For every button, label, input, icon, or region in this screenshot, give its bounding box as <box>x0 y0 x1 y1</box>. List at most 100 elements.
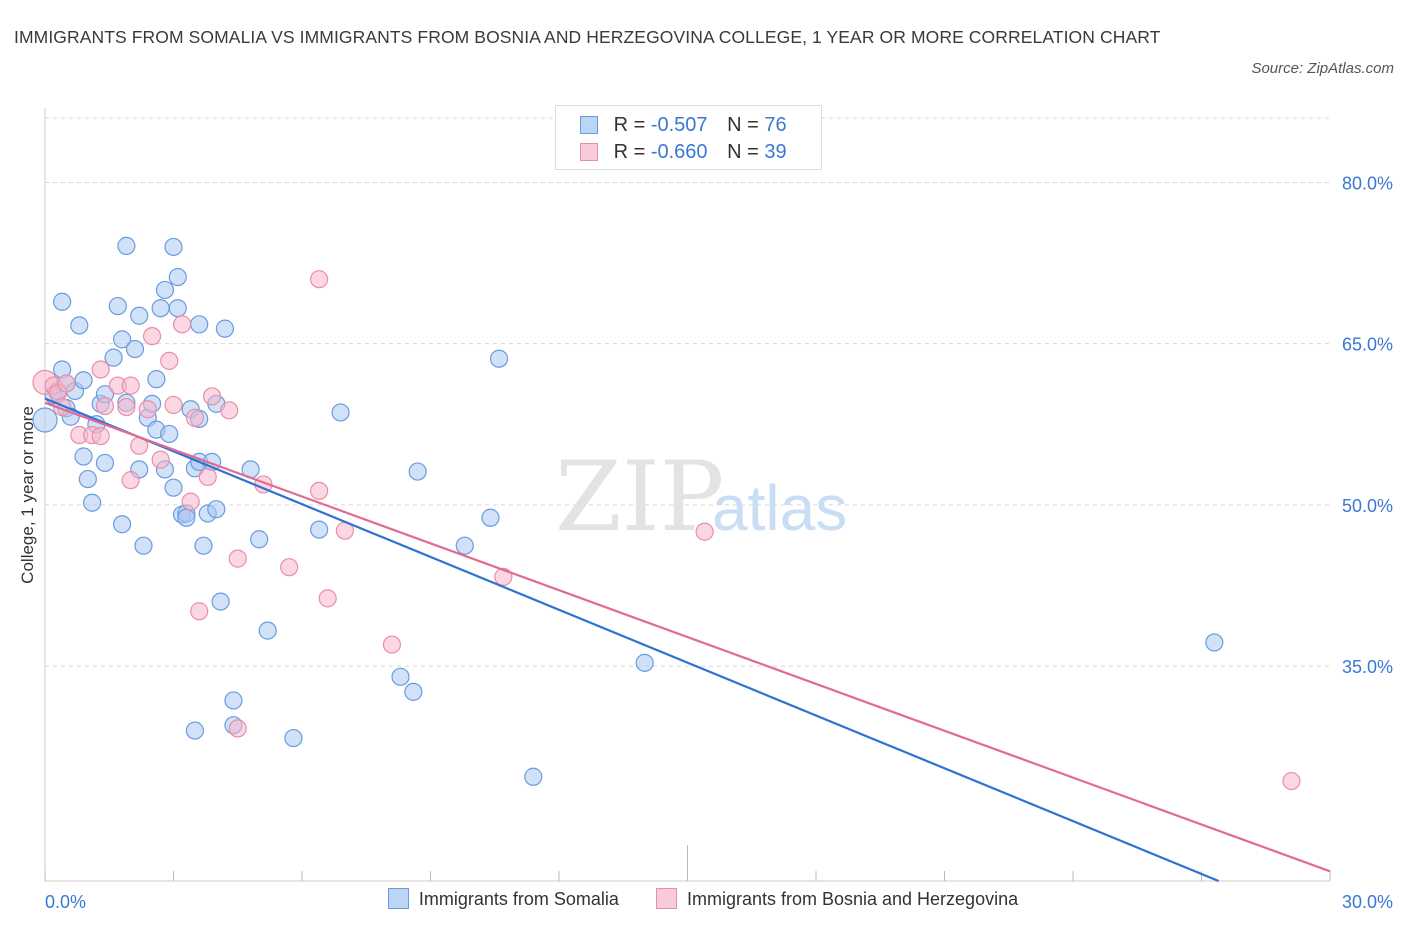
bosnia-point <box>181 492 200 511</box>
somalia-point <box>524 767 543 786</box>
somalia-point <box>207 500 226 519</box>
bosnia-point <box>172 315 192 334</box>
points-layer <box>32 236 1301 791</box>
bosnia-point <box>202 387 222 406</box>
bosnia-swatch <box>655 888 677 909</box>
legend-n-value: 39 <box>764 141 787 163</box>
watermark-atlas: atlas <box>712 472 847 544</box>
somalia-swatch <box>387 888 409 909</box>
somalia-point <box>108 296 127 316</box>
bosnia-point <box>382 635 402 654</box>
somalia-point <box>284 728 303 748</box>
somalia-trend-line <box>44 397 1220 883</box>
somalia-point <box>194 536 213 555</box>
bosnia-point <box>1282 771 1301 791</box>
somalia-point <box>78 469 97 489</box>
somalia-point <box>224 691 243 710</box>
somalia-point <box>83 493 102 512</box>
bosnia-point <box>190 602 209 621</box>
x-tick-label: 0.0% <box>45 892 86 912</box>
grid-layer <box>45 117 1330 667</box>
bosnia-point <box>91 360 110 379</box>
somalia-point <box>489 349 509 368</box>
legend-r-label: R = <box>613 141 651 163</box>
somalia-point <box>168 299 187 318</box>
bosnia-point <box>91 426 110 446</box>
somalia-point <box>1205 633 1224 652</box>
bosnia-point <box>95 396 115 416</box>
legend-r-value: -0.660 <box>650 141 708 163</box>
somalia-point <box>112 515 132 534</box>
somalia-point <box>408 462 427 481</box>
bosnia-trend-line <box>44 401 1331 873</box>
somalia-point <box>310 520 329 539</box>
somalia-point <box>53 292 72 311</box>
legend-item-somalia: Immigrants from Somalia <box>387 888 619 910</box>
bosnia-point <box>310 481 329 501</box>
somalia-point <box>104 348 123 367</box>
legend-r-label: R = <box>613 114 651 136</box>
bosnia-point <box>57 374 76 393</box>
bosnia-point <box>151 450 170 469</box>
bosnia-point <box>228 549 247 568</box>
bosnia-point <box>138 400 157 419</box>
legend-label-bosnia: Immigrants from Bosnia and Herzegovina <box>686 889 1019 909</box>
somalia-point <box>215 319 234 338</box>
somalia-point <box>177 508 196 527</box>
bosnia-point <box>121 471 140 490</box>
somalia-point <box>151 299 170 318</box>
somalia-point <box>74 447 93 466</box>
somalia-point <box>70 316 89 335</box>
bosnia-point <box>164 395 183 415</box>
legend-item-bosnia: Immigrants from Bosnia and Herzegovina <box>655 888 1019 910</box>
legend-n-value: 76 <box>764 114 787 136</box>
somalia-point <box>211 592 230 611</box>
somalia-point <box>134 536 153 555</box>
y-tick-label: 35.0% <box>1342 657 1393 677</box>
somalia-point <box>125 339 145 359</box>
chart-title: IMMIGRANTS FROM SOMALIA VS IMMIGRANTS FR… <box>14 27 1161 47</box>
bosnia-point <box>494 567 513 586</box>
tick-labels-layer: 80.0% 65.0% 50.0% 35.0% 0.0% 30.0% <box>45 173 1393 912</box>
somalia-point <box>168 267 187 287</box>
somalia-point <box>635 653 654 672</box>
bosnia-point <box>318 589 337 608</box>
legend-r-value: -0.507 <box>650 114 708 136</box>
somalia-point <box>455 536 474 555</box>
somalia-point <box>481 508 500 527</box>
somalia-point <box>164 237 183 257</box>
somalia-point <box>164 478 183 497</box>
somalia-swatch <box>580 116 598 134</box>
series-legend: Immigrants from Somalia Immigrants from … <box>0 888 1406 910</box>
bosnia-point <box>695 522 714 541</box>
somalia-point <box>112 330 132 349</box>
legend-label-somalia: Immigrants from Somalia <box>418 889 619 909</box>
legend-row-somalia: R = -0.507 N = 76 <box>580 113 787 137</box>
correlation-legend: R = -0.507 N = 76 R = -0.660 N = 39 <box>555 105 822 170</box>
bosnia-point <box>220 401 239 420</box>
bosnia-point <box>160 351 179 370</box>
somalia-point <box>117 236 136 255</box>
somalia-point <box>404 682 423 701</box>
watermark: ZIP atlas <box>555 441 847 553</box>
somalia-point <box>258 621 277 640</box>
y-tick-label: 50.0% <box>1342 496 1393 516</box>
somalia-point <box>331 403 350 422</box>
legend-n-label: N = <box>727 114 765 136</box>
y-tick-label: 65.0% <box>1342 335 1393 355</box>
source-label: Source: ZipAtlas.com <box>1251 60 1394 77</box>
bosnia-point <box>280 558 299 577</box>
bosnia-point <box>121 376 140 395</box>
somalia-point <box>250 530 269 549</box>
bosnia-point <box>228 719 247 738</box>
legend-n-label: N = <box>727 141 765 163</box>
trend-lines-layer <box>44 397 1331 883</box>
bosnia-point <box>310 270 329 289</box>
somalia-point <box>160 424 179 444</box>
axis-layer <box>44 108 1331 882</box>
legend-row-bosnia: R = -0.660 N = 39 <box>580 140 787 164</box>
bosnia-swatch <box>580 143 598 161</box>
somalia-point <box>130 306 149 325</box>
somalia-point <box>95 453 115 473</box>
